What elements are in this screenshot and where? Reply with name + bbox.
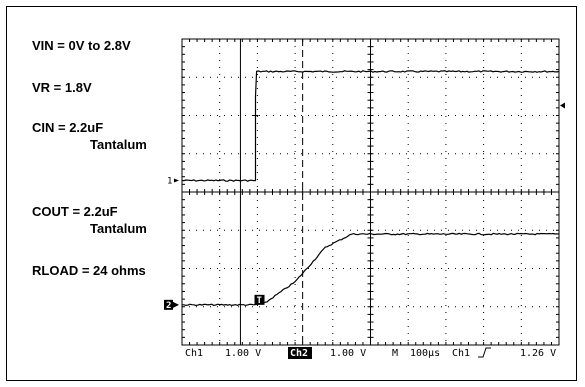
ch2-marker-box [164,299,173,310]
trigger-source: Ch1 [452,348,470,359]
scope-frame [6,6,577,381]
ch2-marker-arrow [173,301,179,308]
cin-label: CIN = 2.2uF [32,120,104,135]
cout-label: COUT = 2.2uF [32,204,118,219]
ch2-name: Ch2 [290,348,308,359]
ch2-name-highlight [288,347,312,359]
ch1-name: Ch1 [185,348,203,359]
cin-type-label: Tantalum [90,137,147,152]
trigger-position-marker: T [257,296,263,306]
trigger-level-arrow [560,102,565,109]
cout-type-label: Tantalum [90,221,147,236]
waveform-traces [173,70,560,308]
ch2-ground-marker: 2 [166,301,171,311]
rising-edge-icon [478,347,491,358]
rload-label: RLOAD = 24 ohms [32,263,146,278]
status-bar: Ch1 1.00 V Ch2 1.00 V M 100μs Ch1 1.26 V [185,347,556,359]
ch1-scale: 1.00 V [225,348,261,359]
ch2-scale: 1.00 V [330,348,366,359]
vr-label: VR = 1.8V [32,80,92,95]
graticule [181,38,560,346]
vin-label: VIN = 0V to 2.8V [32,38,131,53]
channel-markers: 1 2 T [164,102,565,311]
ch1-marker-arrow [174,178,179,183]
trace-ch2 [182,232,560,307]
trigger-level: 1.26 V [520,348,556,359]
trace-ch1 [181,70,560,182]
cursor-lines [239,39,304,345]
trigger-marker-box [254,294,265,305]
ch1-ground-marker: 1 [167,177,172,187]
timebase-value: 100μs [410,348,440,359]
timebase-label: M [392,348,398,359]
